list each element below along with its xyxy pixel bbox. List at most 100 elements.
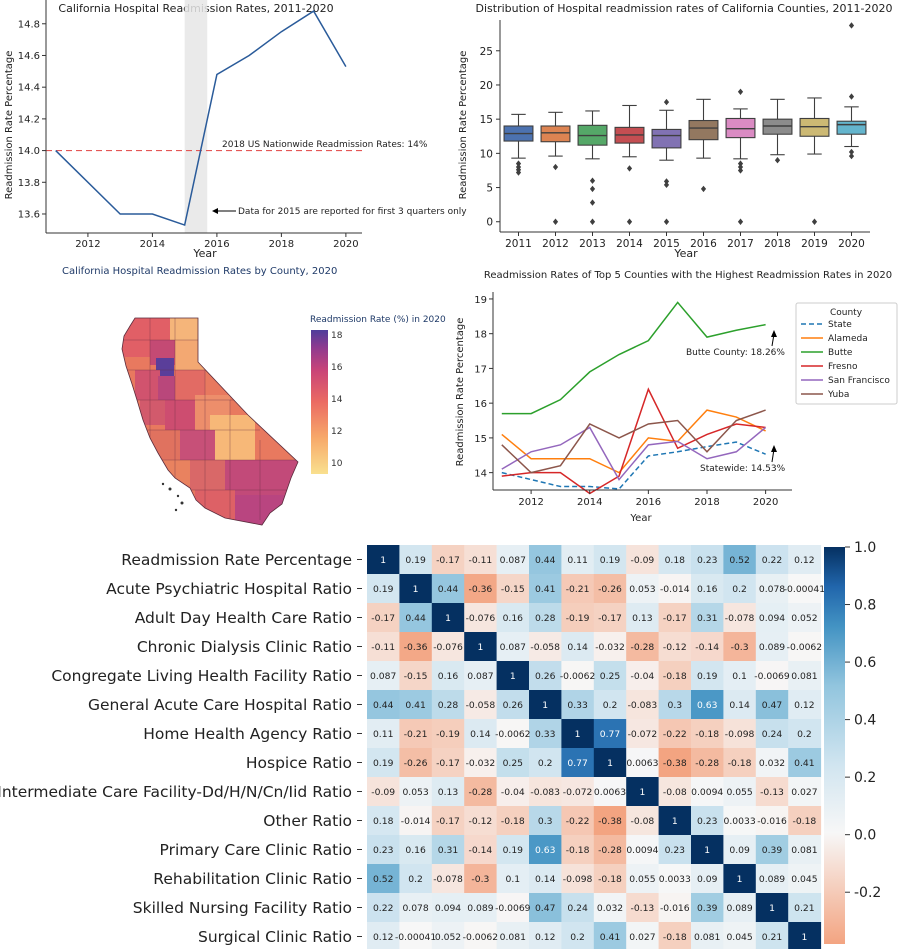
heatmap-cell <box>529 835 562 865</box>
heatmap-cell <box>561 864 595 894</box>
heatmap-cell-value: 0.055 <box>629 874 655 885</box>
heatmap-cell <box>658 603 692 633</box>
heatmap-cell <box>367 574 400 604</box>
heatmap-cell-value: 0.21 <box>794 903 814 914</box>
heatmap-cell <box>529 603 562 633</box>
heatmap-row-label: Intermediate Care Facility-Dd/H/N/Cn/Iid… <box>0 783 352 801</box>
heatmap-cell-value: 0.23 <box>697 555 718 566</box>
chart1-annotation-text: Data for 2015 are reported for first 3 q… <box>238 207 467 217</box>
heatmap-cell-value: 0.087 <box>467 671 493 682</box>
chart2-outlier <box>737 163 744 171</box>
heatmap-cell <box>723 574 757 604</box>
heatmap-cell <box>755 690 789 720</box>
heatmap-cell <box>691 690 724 720</box>
chart4-y-tick-label: 19 <box>474 295 487 306</box>
heatmap-cell <box>431 835 465 865</box>
heatmap-cell-value: -0.014 <box>660 584 690 595</box>
chart4-legend-label: Yuba <box>827 390 849 400</box>
heatmap-cell-value: -0.076 <box>433 642 463 653</box>
heatmap-cell-value: 0.081 <box>500 932 526 943</box>
heatmap-row-label: Rehabilitation Clinic Ratio <box>153 870 352 888</box>
heatmap-cell <box>464 632 498 662</box>
heatmap-cell <box>755 719 789 749</box>
heatmap-cell <box>561 893 595 923</box>
chart4-legend-frame <box>795 302 898 405</box>
heatmap-cell <box>691 603 724 633</box>
heatmap-cell-value: -0.22 <box>663 729 687 740</box>
heatmap-cell <box>626 777 660 807</box>
chart2-outlier <box>737 160 744 167</box>
heatmap-row-label: Acute Psychiatric Hospital Ratio <box>106 580 352 598</box>
chart4-legend-label: State <box>828 320 852 330</box>
heatmap-cell <box>658 777 692 807</box>
chart1-line-series <box>55 10 347 227</box>
heatmap-cell <box>561 806 595 836</box>
heatmap-cell-value: -0.18 <box>598 874 622 885</box>
heatmap-cell-value: -0.3 <box>731 642 749 653</box>
heatmap-cell-value: 0.24 <box>567 903 588 914</box>
chart4-x-axis-label: Year <box>629 513 652 524</box>
heatmap-cell <box>658 661 692 691</box>
heatmap-cell-value: -0.17 <box>436 816 460 827</box>
chart2-outlier <box>626 165 633 172</box>
heatmap-cell <box>755 893 789 923</box>
chart2-y-tick-label: 20 <box>480 80 493 92</box>
heatmap-cell-value: 0.18 <box>373 816 394 827</box>
heatmap-cell <box>464 661 498 691</box>
heatmap-cell <box>431 603 465 633</box>
heatmap-cell <box>431 922 465 949</box>
chart4-x-tick-label: 2012 <box>518 497 543 508</box>
chart2-outlier <box>552 218 559 225</box>
chart1-shaded-span <box>184 0 208 233</box>
chart2-outlier <box>663 178 670 185</box>
heatmap-cell <box>593 748 627 778</box>
heatmap-cell <box>691 806 724 836</box>
heatmap-cell <box>691 545 724 575</box>
heatmap-cell <box>496 690 530 720</box>
heatmap-cell-value: 0.0033 <box>724 816 756 827</box>
heatmap-cell-value: -0.28 <box>598 845 622 856</box>
heatmap-cell-value: 0.3 <box>538 816 553 827</box>
colorbar5-tick-label: 0.6 <box>854 655 876 671</box>
heatmap-cell-value: 1 <box>607 758 613 769</box>
heatmap-cell <box>399 690 433 720</box>
chart2-outlier <box>774 156 781 164</box>
heatmap-cell-value: -0.21 <box>404 729 428 740</box>
heatmap-cell <box>658 632 692 662</box>
chart2-x-tick-label: 2013 <box>579 238 606 250</box>
heatmap-cell-value: 0.25 <box>503 758 524 769</box>
heatmap-cell <box>367 632 400 662</box>
heatmap-cell <box>723 632 757 662</box>
heatmap-cell <box>496 893 530 923</box>
colorbar3-title: Readmission Rate (%) in 2020 <box>310 315 446 325</box>
heatmap-cell <box>367 893 400 923</box>
heatmap-cell <box>529 806 562 836</box>
heatmap-cell <box>399 632 433 662</box>
heatmap-cell <box>626 632 660 662</box>
heatmap-cell-value: 0.14 <box>470 729 491 740</box>
heatmap-cell-value: -0.09 <box>631 555 655 566</box>
heatmap-cell-value: -0.0069 <box>754 671 790 682</box>
heatmap-cell <box>367 864 400 894</box>
heatmap-cell <box>788 835 822 865</box>
heatmap-cell <box>788 661 822 691</box>
chart2-outlier <box>848 22 855 29</box>
chart4-annotation-butte-arrowhead <box>771 330 777 337</box>
heatmap-cell-value: 0.09 <box>697 874 718 885</box>
map-counties <box>122 318 298 525</box>
heatmap-cell <box>561 574 595 604</box>
heatmap-cell <box>691 661 724 691</box>
heatmap-cell-value: 0.053 <box>629 584 655 595</box>
heatmap-cell-value: 0.087 <box>500 642 526 653</box>
heatmap-cell <box>496 545 530 575</box>
heatmap-cell-value: 0.0094 <box>691 787 723 798</box>
heatmap-cell <box>691 835 724 865</box>
heatmap-cell-value: -0.17 <box>371 613 395 624</box>
chart1-y-tick-label: 14.8 <box>18 19 40 30</box>
heatmap-cell-value: 0.44 <box>373 700 394 711</box>
heatmap-cell <box>593 719 627 749</box>
heatmap-cell-value: -0.00041 <box>784 584 825 595</box>
heatmap-cell-value: 0.28 <box>438 700 459 711</box>
chart4-line-alameda <box>501 409 766 474</box>
heatmap-cell-value: -0.0069 <box>495 903 531 914</box>
